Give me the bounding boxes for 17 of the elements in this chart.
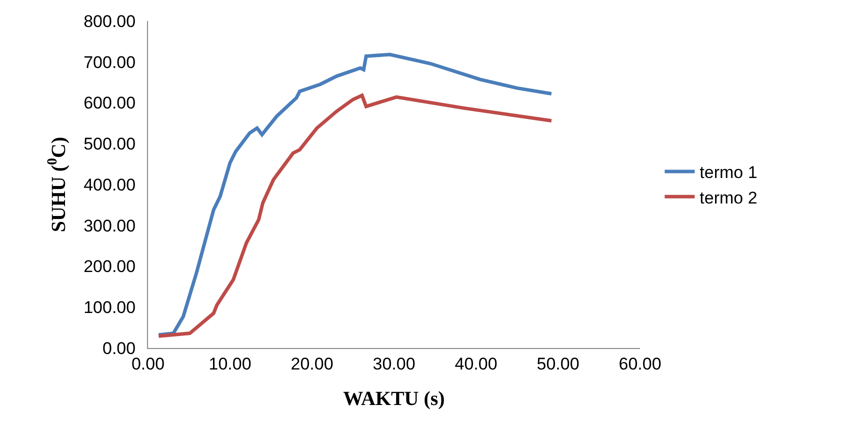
- y-tick-label: 300.00: [84, 216, 136, 236]
- x-tick-label: 40.00: [454, 354, 498, 374]
- x-tick-label: 10.00: [208, 354, 252, 374]
- y-tick-label: 800.00: [84, 12, 136, 31]
- y-tick-label: 500.00: [84, 134, 136, 154]
- y-tick-label: 700.00: [84, 52, 136, 72]
- x-tick-label: 50.00: [536, 354, 580, 374]
- legend-label: termo 1: [700, 163, 758, 182]
- x-tick-label: 60.00: [618, 354, 662, 374]
- x-axis-title: WAKTU (s): [343, 388, 445, 410]
- y-tick-label: 600.00: [84, 94, 136, 113]
- y-tick-label: 200.00: [84, 257, 136, 276]
- x-tick-label: 30.00: [372, 354, 416, 374]
- x-tick-label: 20.00: [290, 354, 334, 374]
- y-tick-label: 100.00: [84, 298, 136, 318]
- y-tick-label: 400.00: [84, 175, 136, 194]
- legend-label: termo 2: [700, 188, 758, 208]
